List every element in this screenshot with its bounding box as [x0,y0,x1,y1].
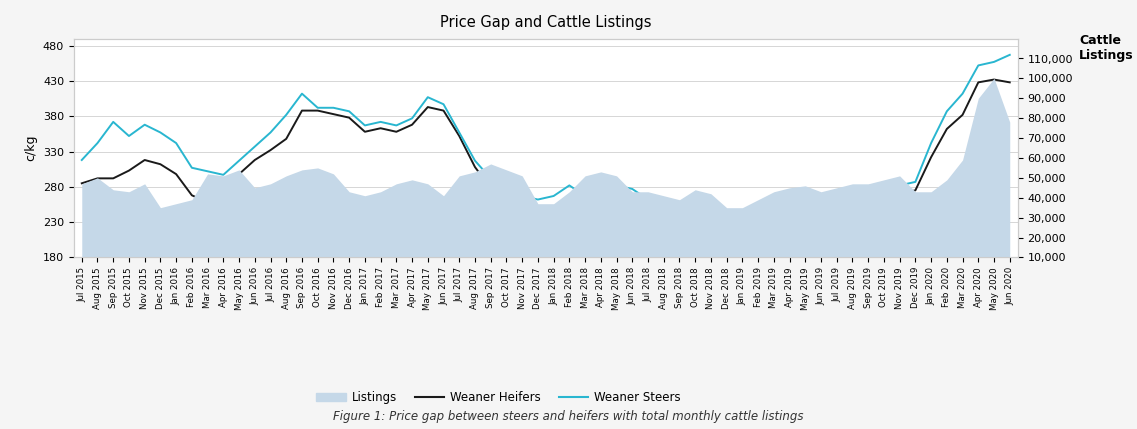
Weaner Steers [1003,52,1016,57]
Weaner Heifers [720,223,733,228]
Line: Weaner Heifers: Weaner Heifers [82,79,1010,226]
Weaner Steers [657,208,671,213]
Text: Figure 1: Price gap between steers and heifers with total monthly cattle listing: Figure 1: Price gap between steers and h… [333,411,804,423]
Weaner Steers [342,109,356,114]
Weaner Heifers [987,77,1001,82]
Y-axis label: c/kg: c/kg [24,135,38,161]
Weaner Steers [390,123,404,128]
Weaner Heifers [390,129,404,134]
Weaner Heifers [657,214,671,219]
Weaner Heifers [374,126,388,131]
Y-axis label: Cattle
Listings: Cattle Listings [1079,34,1134,62]
Weaner Heifers [1003,80,1016,85]
Weaner Steers [704,213,717,218]
Weaner Steers [232,158,246,163]
Weaner Heifers [232,172,246,177]
Weaner Steers [75,157,89,163]
Weaner Heifers [310,108,324,113]
Weaner Heifers [342,115,356,120]
Legend: Listings, Weaner Heifers, Weaner Steers: Listings, Weaner Heifers, Weaner Steers [312,387,686,409]
Line: Weaner Steers: Weaner Steers [82,55,1010,216]
Weaner Steers [310,105,324,110]
Title: Price Gap and Cattle Listings: Price Gap and Cattle Listings [440,15,652,30]
Weaner Steers [374,119,388,124]
Weaner Heifers [75,181,89,186]
